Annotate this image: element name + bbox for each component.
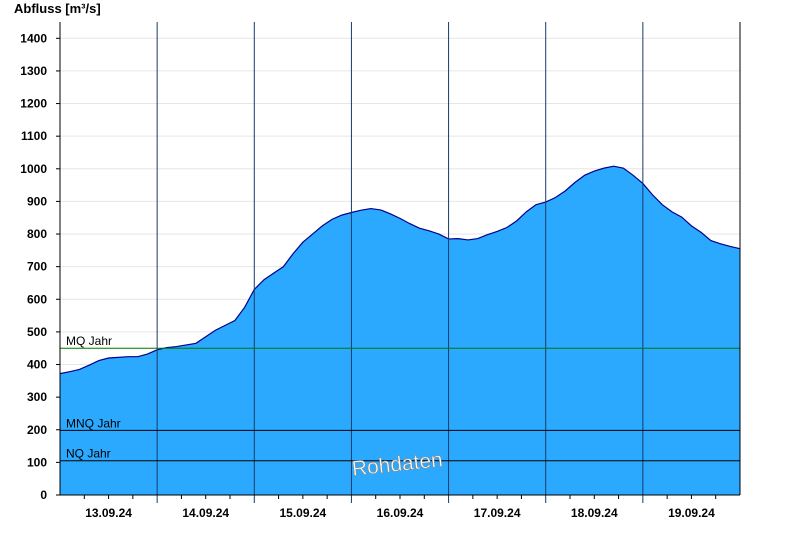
- y-tick-label: 100: [27, 455, 47, 469]
- reference-line-label: MQ Jahr: [66, 334, 112, 348]
- y-tick-label: 500: [27, 325, 47, 339]
- x-tick-label: 16.09.24: [377, 506, 424, 520]
- x-tick-label: 14.09.24: [182, 506, 229, 520]
- area-layer: [59, 165, 741, 495]
- y-tick-label: 200: [27, 423, 47, 437]
- y-tick-label: 400: [27, 358, 47, 372]
- y-axis-label: Abfluss [m³/s]: [14, 1, 101, 16]
- y-tick-label: 1100: [21, 129, 47, 143]
- y-tick-label: 1200: [20, 97, 47, 111]
- y-tick-label: 1300: [20, 64, 47, 78]
- x-tick-label: 15.09.24: [279, 506, 326, 520]
- reference-line-label: MNQ Jahr: [66, 416, 121, 430]
- reference-line-label: NQ Jahr: [66, 447, 111, 461]
- y-tick-label: 900: [27, 194, 47, 208]
- axes: 0 100 200 300 400 500 600 700 800 900 1000 1100 1200…: [20, 22, 741, 520]
- x-tick-label: 13.09.24: [85, 506, 132, 520]
- y-tick-label: 700: [27, 260, 47, 274]
- discharge-area: [60, 166, 740, 495]
- y-tick-label: 0: [40, 488, 47, 502]
- reference-lines: MQ Jahr MNQ Jahr NQ Jahr: [60, 334, 740, 462]
- y-tick-label: 300: [27, 390, 47, 404]
- y-tick-label: 600: [27, 292, 47, 306]
- day-gridlines: [156, 22, 644, 503]
- y-tick-label: 1400: [20, 31, 47, 45]
- x-tick-label: 17.09.24: [474, 506, 521, 520]
- y-tick-label: 1000: [20, 162, 47, 176]
- y-tick-label: 800: [27, 227, 47, 241]
- discharge-line: [59, 165, 741, 375]
- x-tick-label: 18.09.24: [571, 506, 618, 520]
- x-tick-label: 19.09.24: [668, 506, 715, 520]
